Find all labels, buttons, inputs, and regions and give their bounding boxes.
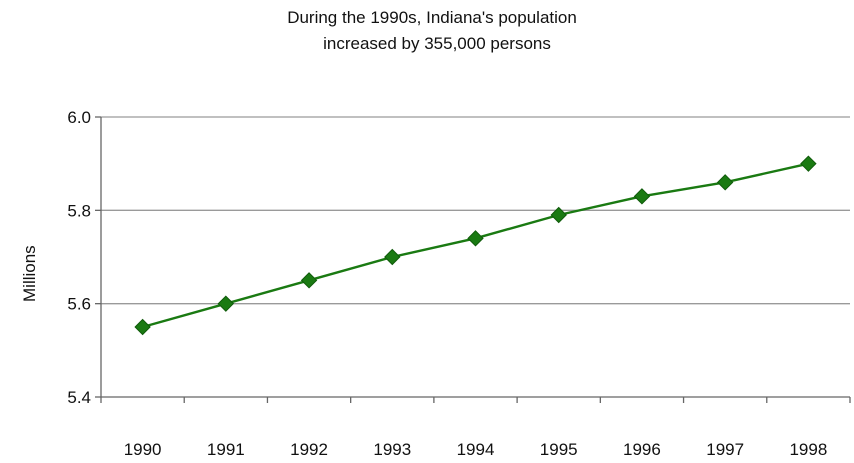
series-group	[134, 155, 817, 336]
data-point	[217, 295, 235, 312]
x-tick-labels: 1990 1991 1992 1993 1994 1995 1996 1997 1998	[124, 440, 828, 459]
data-point	[550, 206, 567, 224]
axes	[95, 116, 851, 403]
y-tick-labels: 5.4 5.6 5.8 6.0	[67, 108, 91, 407]
x-tick-label: 1991	[207, 440, 245, 459]
x-tick-label: 1998	[789, 440, 827, 459]
x-tick-label: 1990	[124, 440, 162, 459]
y-tick-label: 6.0	[67, 108, 91, 127]
data-point	[134, 318, 151, 336]
x-tick-label: 1994	[457, 440, 495, 459]
y-tick-label: 5.6	[67, 295, 91, 314]
x-tick-label: 1997	[706, 440, 744, 459]
data-point	[384, 248, 401, 266]
y-tick-label: 5.8	[67, 201, 91, 220]
data-point	[633, 188, 651, 205]
data-point	[467, 230, 484, 247]
data-point	[800, 155, 817, 172]
x-tick-label: 1996	[623, 440, 661, 459]
data-point	[716, 174, 734, 191]
x-tick-label: 1995	[540, 440, 578, 459]
gridlines	[101, 116, 850, 305]
x-tick-label: 1993	[373, 440, 411, 459]
data-point	[300, 272, 318, 289]
chart-title-line-2: increased by 355,000 persons	[323, 34, 551, 53]
chart-title-line-1: During the 1990s, Indiana's population	[287, 8, 577, 27]
y-tick-label: 5.4	[67, 388, 91, 407]
x-tick-label: 1992	[290, 440, 328, 459]
